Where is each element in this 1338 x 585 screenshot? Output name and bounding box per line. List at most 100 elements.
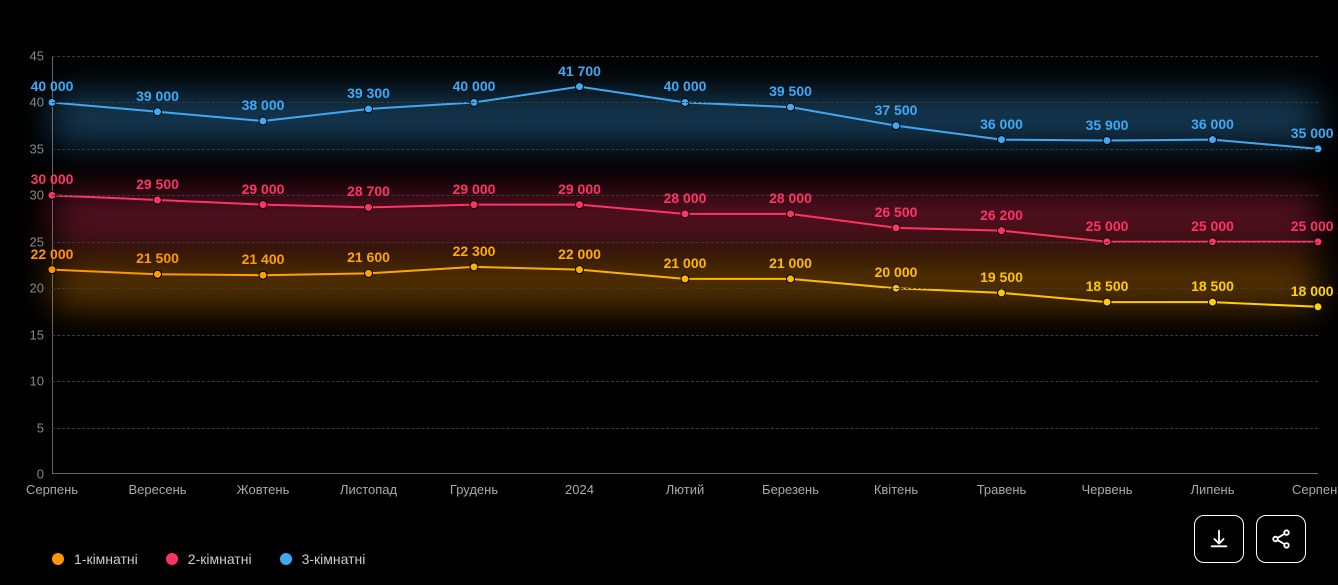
point-label: 39 300 xyxy=(347,85,390,101)
legend-item-two_room[interactable]: 2-кімнатні xyxy=(166,551,252,567)
point-label: 18 500 xyxy=(1086,278,1129,294)
share-icon xyxy=(1270,528,1292,550)
point-label: 35 000 $ xyxy=(1291,125,1338,141)
x-tick-label: Грудень xyxy=(450,482,498,497)
legend-item-one_room[interactable]: 1-кімнатні xyxy=(52,551,138,567)
y-tick-label: 35 xyxy=(30,141,44,156)
point-label: 19 500 xyxy=(980,269,1023,285)
x-tick-label: Липень xyxy=(1190,482,1234,497)
y-tick-label: 20 xyxy=(30,281,44,296)
point-label: 28 000 xyxy=(664,190,707,206)
y-tick-label: 0 xyxy=(37,467,44,482)
grid-line xyxy=(52,381,1318,382)
point-label: 22 300 xyxy=(453,243,496,259)
legend-dot xyxy=(280,553,292,565)
data-point[interactable] xyxy=(154,270,162,278)
data-point[interactable] xyxy=(576,201,584,209)
data-point[interactable] xyxy=(470,201,478,209)
data-point[interactable] xyxy=(365,203,373,211)
point-label: 38 000 xyxy=(242,97,285,113)
point-label: 21 600 xyxy=(347,249,390,265)
data-point[interactable] xyxy=(892,122,900,130)
data-point[interactable] xyxy=(1103,137,1111,145)
download-button[interactable] xyxy=(1194,515,1244,563)
point-label: 40 000 xyxy=(31,78,74,94)
point-label: 25 000 xyxy=(1191,218,1234,234)
data-point[interactable] xyxy=(681,210,689,218)
chart-container: 051015202530354045СерпеньВересеньЖовтень… xyxy=(0,0,1338,585)
data-point[interactable] xyxy=(259,117,267,125)
point-label: 28 700 xyxy=(347,183,390,199)
point-label: 39 500 xyxy=(769,83,812,99)
point-label: 21 000 xyxy=(664,255,707,271)
point-label: 36 000 xyxy=(1191,116,1234,132)
legend-item-three_room[interactable]: 3-кімнатні xyxy=(280,551,366,567)
x-tick-label: Квітень xyxy=(874,482,918,497)
point-label: 29 500 xyxy=(136,176,179,192)
point-label: 21 500 xyxy=(136,250,179,266)
data-point[interactable] xyxy=(259,201,267,209)
data-point[interactable] xyxy=(787,275,795,283)
point-label: 25 000 xyxy=(1086,218,1129,234)
data-point[interactable] xyxy=(365,269,373,277)
y-tick-label: 30 xyxy=(30,188,44,203)
y-tick-label: 5 xyxy=(37,420,44,435)
download-icon xyxy=(1208,528,1230,550)
data-point[interactable] xyxy=(998,136,1006,144)
data-point[interactable] xyxy=(1209,136,1217,144)
y-tick-label: 45 xyxy=(30,49,44,64)
data-point[interactable] xyxy=(576,266,584,274)
legend-dot xyxy=(52,553,64,565)
point-label: 22 000 xyxy=(31,246,74,262)
grid-line xyxy=(52,149,1318,150)
y-tick-label: 10 xyxy=(30,374,44,389)
y-tick-label: 15 xyxy=(30,327,44,342)
grid-line xyxy=(52,335,1318,336)
data-point[interactable] xyxy=(154,196,162,204)
data-point[interactable] xyxy=(787,210,795,218)
point-label: 21 400 xyxy=(242,251,285,267)
data-point[interactable] xyxy=(48,266,56,274)
point-label: 18 000 $ xyxy=(1291,283,1338,299)
point-label: 26 500 xyxy=(875,204,918,220)
data-point[interactable] xyxy=(1314,303,1322,311)
point-label: 26 200 xyxy=(980,207,1023,223)
point-label: 30 000 xyxy=(31,171,74,187)
point-label: 25 000 $ xyxy=(1291,218,1338,234)
y-tick-label: 40 xyxy=(30,95,44,110)
share-button[interactable] xyxy=(1256,515,1306,563)
point-label: 40 000 xyxy=(453,78,496,94)
grid-line xyxy=(52,56,1318,57)
data-point[interactable] xyxy=(998,227,1006,235)
x-tick-label: Травень xyxy=(977,482,1027,497)
data-point[interactable] xyxy=(365,105,373,113)
point-label: 41 700 xyxy=(558,63,601,79)
data-point[interactable] xyxy=(1209,298,1217,306)
x-tick-label: Серпень xyxy=(1292,482,1338,497)
plot-area: 051015202530354045СерпеньВересеньЖовтень… xyxy=(52,56,1318,474)
data-point[interactable] xyxy=(681,275,689,283)
data-point[interactable] xyxy=(1103,298,1111,306)
point-label: 22 000 xyxy=(558,246,601,262)
data-point[interactable] xyxy=(998,289,1006,297)
data-point[interactable] xyxy=(154,108,162,116)
data-point[interactable] xyxy=(259,271,267,279)
point-label: 29 000 xyxy=(558,181,601,197)
data-point[interactable] xyxy=(787,103,795,111)
point-label: 37 500 xyxy=(875,102,918,118)
point-label: 21 000 xyxy=(769,255,812,271)
point-label: 28 000 xyxy=(769,190,812,206)
data-point[interactable] xyxy=(892,224,900,232)
x-tick-label: Жовтень xyxy=(237,482,290,497)
x-tick-label: 2024 xyxy=(565,482,594,497)
data-point[interactable] xyxy=(470,263,478,271)
grid-line xyxy=(52,242,1318,243)
point-label: 29 000 xyxy=(453,181,496,197)
point-label: 18 500 xyxy=(1191,278,1234,294)
grid-line xyxy=(52,428,1318,429)
x-tick-label: Червень xyxy=(1081,482,1132,497)
point-label: 29 000 xyxy=(242,181,285,197)
data-point[interactable] xyxy=(576,83,584,91)
chart-actions xyxy=(1194,515,1306,563)
legend: 1-кімнатні 2-кімнатні 3-кімнатні xyxy=(52,551,365,567)
